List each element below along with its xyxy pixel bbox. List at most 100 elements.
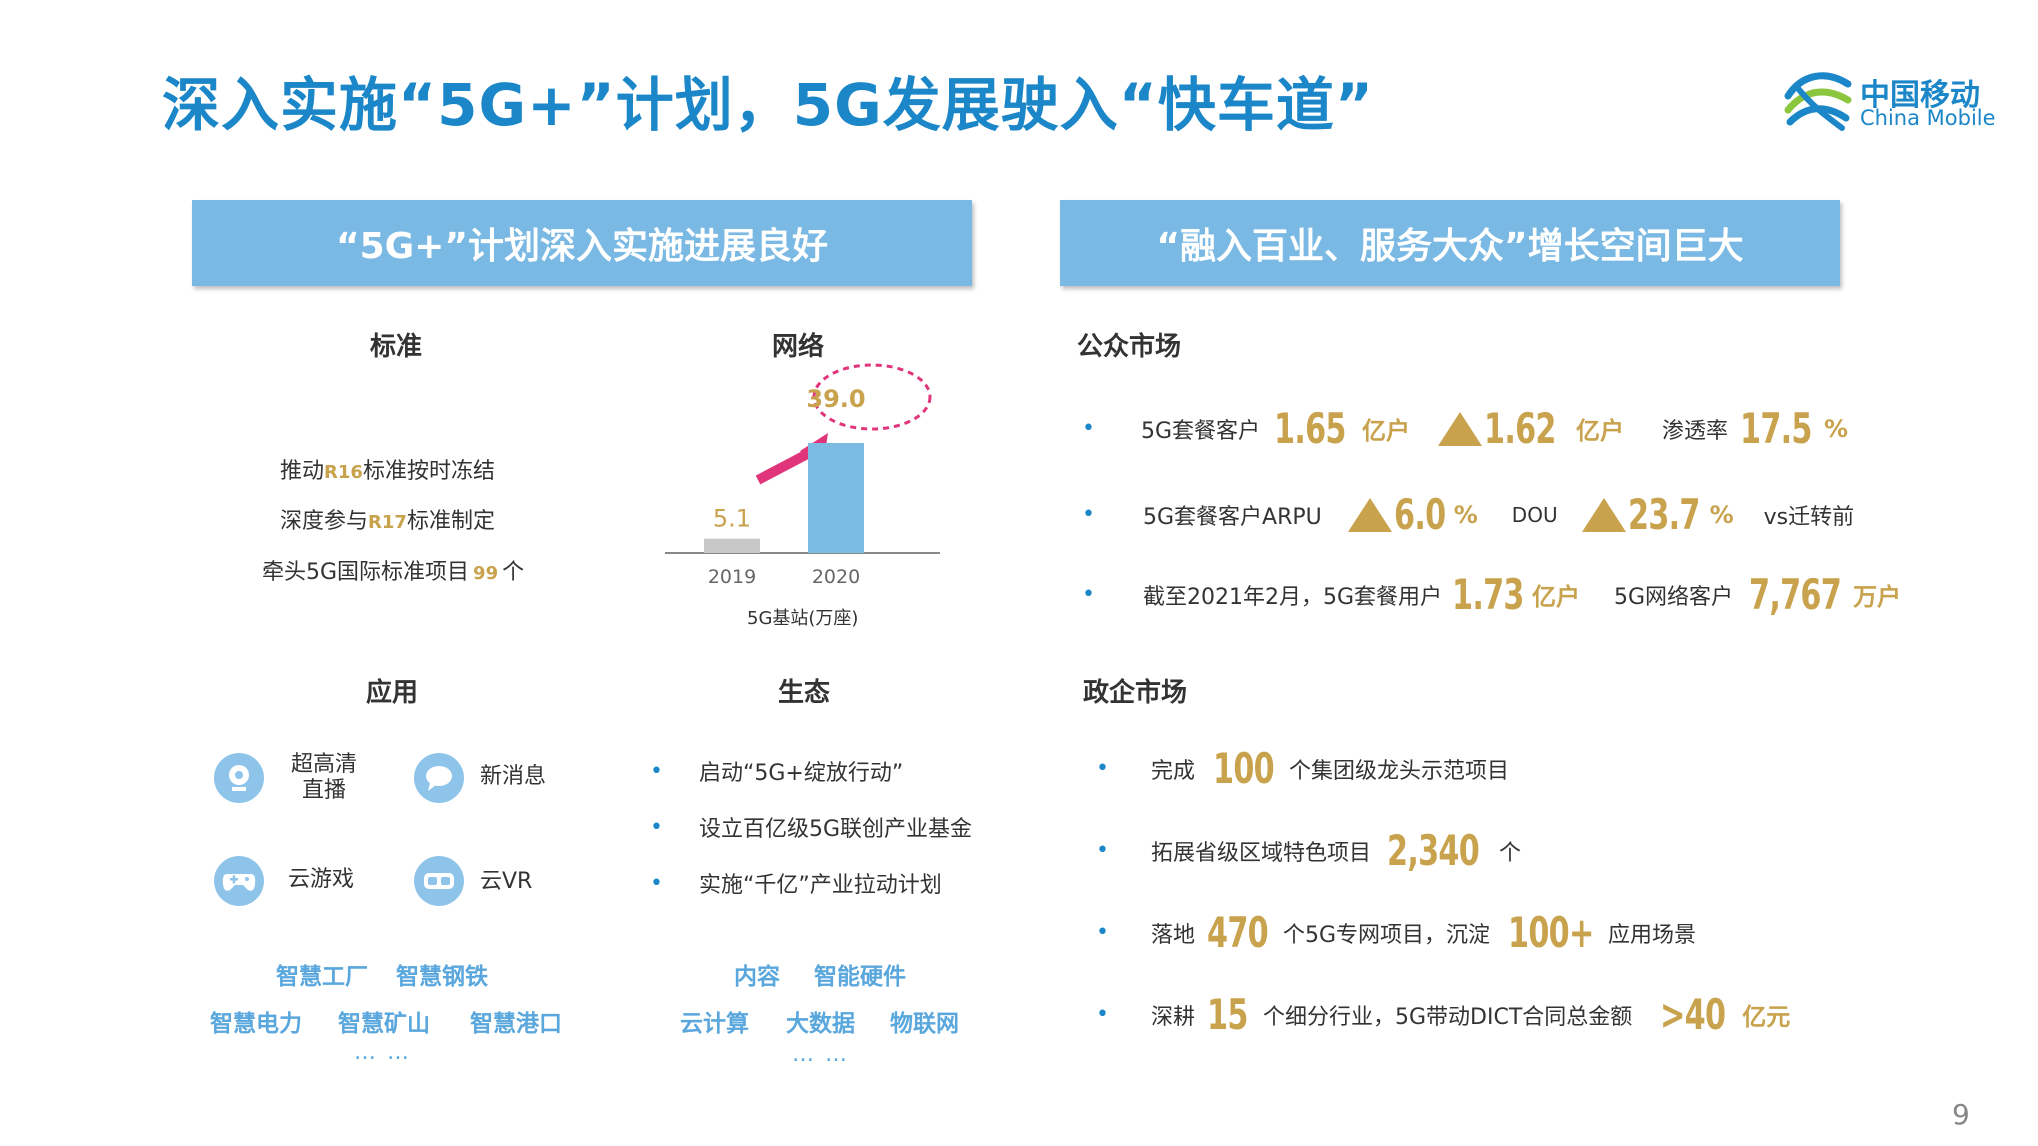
app-kw-5: 智慧港口: [470, 1011, 562, 1037]
public-r1-penetration: 17.5: [1740, 404, 1812, 453]
enterprise-row-4: • 深耕 15 个细分行业，5G带动DICT合同总金额 >40 亿元: [1096, 990, 1791, 1039]
public-r3-network-value: 7,767: [1749, 570, 1842, 619]
standard-l1-post: 标准按时冻结: [362, 459, 495, 484]
enterprise-r4-value-2: >40: [1660, 990, 1726, 1039]
eco-more: … …: [792, 1042, 849, 1067]
ecology-bullet-1: • 启动“5G+绽放行动”: [650, 755, 903, 787]
page-title: 深入实施“5G+”计划，5G发展驶入“快车道”: [162, 71, 1375, 139]
enterprise-r1-text: 个集团级龙头示范项目: [1289, 758, 1510, 784]
ecology-bullet-2-text: 设立百亿级5G联创产业基金: [698, 817, 973, 842]
standard-line-2: 深度参与R17标准制定: [280, 503, 495, 535]
public-r2-unit: %: [1453, 500, 1478, 529]
tick-label-2019: 2019: [708, 566, 756, 588]
enterprise-r1-label: 完成: [1150, 758, 1195, 784]
public-r1-penetration-label: 渗透率: [1662, 418, 1729, 444]
public-r3-unit: 亿户: [1532, 583, 1581, 611]
enterprise-row-2: • 拓展省级区域特色项目 2,340 个: [1096, 826, 1522, 875]
public-heading: 公众市场: [1077, 332, 1182, 362]
enterprise-row-3: • 落地 470 个5G专网项目，沉淀 100+ 应用场景: [1096, 908, 1697, 957]
enterprise-r2-value: 2,340: [1387, 826, 1480, 875]
app-label-live-1: 超高清: [290, 752, 357, 777]
enterprise-r4-value: 15: [1207, 990, 1248, 1039]
enterprise-r2-unit: 个: [1499, 840, 1522, 866]
app-kw-3: 智慧电力: [210, 1011, 302, 1037]
public-r1-value: 1.65: [1274, 404, 1346, 453]
message-icon: [414, 753, 464, 803]
public-r1-growth: 1.62: [1484, 404, 1556, 453]
enterprise-r1-value: 100: [1213, 744, 1275, 793]
up-triangle-icon: [1581, 497, 1626, 532]
eco-kw-1: 内容: [734, 964, 780, 990]
network-bar-chart: 5.1 2019 39.0 2020: [665, 363, 940, 588]
network-heading: 网络: [772, 332, 825, 362]
app-kw-2: 智慧钢铁: [396, 964, 488, 990]
enterprise-r4-text: 个细分行业，5G带动DICT合同总金额: [1263, 1004, 1633, 1030]
public-r1-label: 5G套餐客户: [1140, 418, 1261, 444]
logo-text-cn: 中国移动: [1860, 78, 1980, 113]
public-r2-dou-unit: %: [1709, 500, 1734, 529]
standard-l2-kw: R17: [368, 512, 407, 533]
ecology-bullet-3-text: 实施“千亿”产业拉动计划: [698, 873, 942, 898]
eco-kw-2: 智能硬件: [814, 964, 906, 990]
webcam-icon: [214, 753, 264, 803]
enterprise-r3-label: 落地: [1150, 922, 1195, 948]
enterprise-r2-label: 拓展省级区域特色项目: [1150, 840, 1371, 866]
standard-l2-post: 标准制定: [406, 509, 495, 534]
enterprise-r4-unit: 亿元: [1742, 1003, 1791, 1031]
app-label-game: 云游戏: [288, 867, 355, 892]
eco-kw-3: 云计算: [680, 1011, 749, 1037]
logo-text-en: China Mobile: [1860, 106, 1996, 130]
bar-2019: [704, 538, 760, 553]
apps-heading: 应用: [366, 678, 419, 708]
enterprise-r4-label: 深耕: [1150, 1004, 1195, 1030]
public-r2-dou-value: 23.7: [1627, 490, 1700, 539]
standard-line-1: 推动R16标准按时冻结: [280, 453, 495, 485]
network-xlabel: 5G基站(万座): [747, 608, 859, 629]
standard-line-3: 牵头5G国际标准项目 99 个: [262, 554, 524, 586]
ecology-bullet-2: • 设立百亿级5G联创产业基金: [650, 811, 972, 843]
eco-kw-5: 物联网: [890, 1011, 959, 1037]
enterprise-r3-text: 个5G专网项目，沉淀: [1283, 922, 1491, 948]
enterprise-r3-value: 470: [1207, 908, 1269, 957]
ecology-bullet-3: • 实施“千亿”产业拉动计划: [650, 867, 942, 899]
public-r1-penetration-unit: %: [1824, 414, 1849, 443]
gamepad-icon: [214, 856, 264, 906]
standard-l1-kw: R16: [324, 462, 363, 483]
vr-glasses-icon: [414, 856, 464, 906]
standard-l3-post: 个: [502, 560, 525, 585]
standard-l3-kw: 99: [473, 563, 499, 584]
public-r2-label: 5G套餐客户ARPU: [1142, 504, 1322, 530]
highlight-ellipse: [812, 363, 932, 431]
enterprise-heading: 政企市场: [1083, 678, 1188, 708]
value-label-2020: 39.0: [806, 385, 865, 413]
enterprise-row-1: • 完成 100 个集团级龙头示范项目: [1096, 744, 1510, 793]
eco-kw-4: 大数据: [786, 1011, 855, 1037]
standard-l2-pre: 深度参与: [280, 509, 369, 534]
standard-heading: 标准: [370, 332, 423, 362]
app-label-vr: 云VR: [480, 869, 533, 894]
public-r1-growth-unit: 亿户: [1576, 417, 1625, 445]
up-triangle-icon: [1438, 411, 1483, 446]
app-label-message: 新消息: [480, 764, 547, 789]
public-r3-label: 截至2021年2月，5G套餐用户: [1142, 584, 1443, 610]
public-r2-value: 6.0: [1393, 490, 1446, 539]
public-row-1: • 5G套餐客户 1.65 亿户 1.62 亿户 渗透率 17.5 %: [1082, 404, 1849, 453]
public-r3-value: 1.73: [1452, 570, 1524, 619]
right-banner: “融入百业、服务大众”增长空间巨大: [1060, 200, 1840, 286]
value-label-2019: 5.1: [713, 505, 751, 533]
ecology-heading: 生态: [778, 678, 831, 708]
public-r2-note: vs迁转前: [1763, 504, 1855, 530]
standard-l3-pre: 牵头5G国际标准项目: [262, 560, 470, 585]
app-label-live: 超高清 直播: [282, 752, 366, 804]
public-row-3: • 截至2021年2月，5G套餐用户 1.73 亿户 5G网络客户 7,767 …: [1082, 570, 1902, 619]
app-kw-1: 智慧工厂: [276, 964, 368, 990]
standard-l1-pre: 推动: [280, 459, 325, 484]
public-r3-network-label: 5G网络客户: [1614, 584, 1734, 610]
public-r3-network-unit: 万户: [1853, 583, 1902, 611]
enterprise-r3-value-2: 100+: [1508, 908, 1594, 957]
tick-label-2020: 2020: [812, 566, 860, 588]
page-number: 9: [1952, 1098, 1970, 1131]
app-more: … …: [354, 1040, 411, 1065]
app-kw-4: 智慧矿山: [338, 1011, 430, 1037]
up-triangle-icon: [1347, 497, 1392, 532]
